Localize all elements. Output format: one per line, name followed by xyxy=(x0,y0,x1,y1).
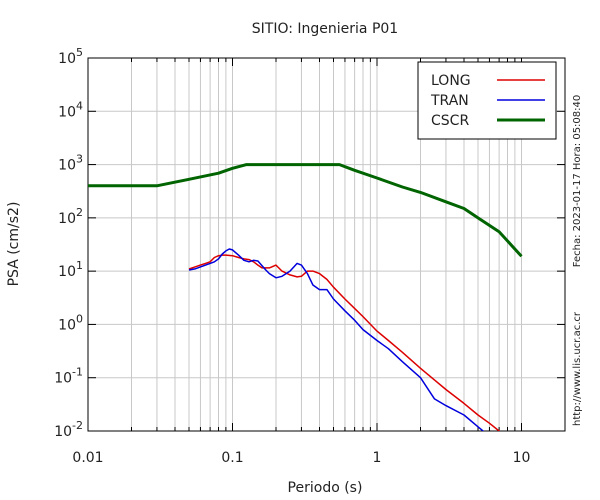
y-tick-label: 103 xyxy=(58,153,83,174)
x-tick-label: 10 xyxy=(513,450,531,466)
legend-label-cscr: CSCR xyxy=(431,113,469,129)
y-tick-label: 102 xyxy=(58,206,83,227)
x-tick-labels: 0.01 0.1 1 10 xyxy=(72,450,530,466)
y-tick-label: 104 xyxy=(58,99,83,120)
x-axis-label: Periodo (s) xyxy=(288,480,363,496)
series-line-long xyxy=(188,254,501,431)
legend-label-tran: TRAN xyxy=(430,93,469,109)
series-line-cscr xyxy=(88,163,523,258)
y-tick-label: 100 xyxy=(58,312,83,333)
y-tick-label: 10-2 xyxy=(54,419,83,440)
axis-ticks xyxy=(87,57,566,432)
x-tick-label: 0.01 xyxy=(72,450,103,466)
legend-label-long: LONG xyxy=(431,73,471,89)
x-tick-label: 0.1 xyxy=(221,450,243,466)
series-line-tran xyxy=(188,248,485,431)
y-axis-label: PSA (cm/s2) xyxy=(6,202,22,287)
x-tick-label: 1 xyxy=(373,450,382,466)
timestamp-text: Fecha: 2023-01-17 Hora: 05:08:40 xyxy=(572,95,583,268)
y-tick-label: 10-1 xyxy=(54,366,83,387)
plot-frame xyxy=(87,57,566,432)
series-layer xyxy=(88,163,523,431)
website-url-text: http://www.lis.ucr.ac.cr xyxy=(572,311,583,426)
grid-lines xyxy=(87,57,566,432)
chart-title: SITIO: Ingenieria P01 xyxy=(252,21,398,37)
y-tick-label: 105 xyxy=(58,46,83,67)
legend: LONG TRAN CSCR xyxy=(417,61,557,140)
y-tick-label: 101 xyxy=(58,259,83,280)
y-tick-labels: 10-2 10-1 100 101 102 103 104 105 xyxy=(54,46,83,440)
